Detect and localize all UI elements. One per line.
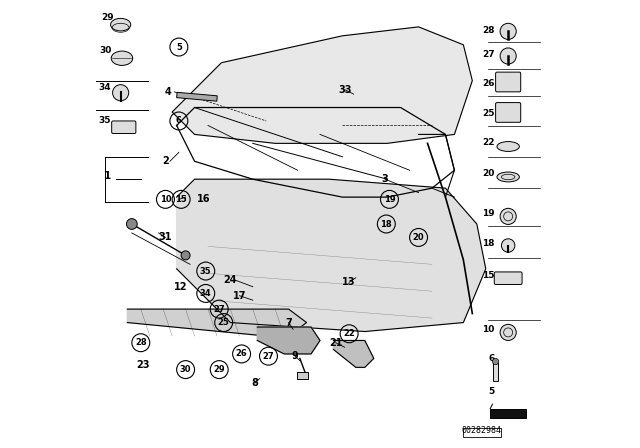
Text: 10: 10 [159,195,172,204]
Text: 25: 25 [482,109,495,118]
Text: 28: 28 [482,26,495,34]
Text: 5: 5 [176,43,182,52]
Text: 19: 19 [383,195,396,204]
Text: 16: 16 [196,194,211,204]
Text: 15: 15 [482,271,495,280]
FancyBboxPatch shape [494,272,522,284]
Bar [297,372,308,379]
Text: 26: 26 [482,79,495,88]
Text: 13: 13 [342,277,356,287]
Circle shape [127,219,137,229]
Polygon shape [257,327,320,354]
Polygon shape [177,179,486,332]
Text: 6: 6 [176,116,182,125]
Text: 22: 22 [482,138,495,146]
Text: 9: 9 [292,351,299,361]
FancyBboxPatch shape [495,72,521,92]
Ellipse shape [111,51,132,65]
Text: 27: 27 [262,352,275,361]
FancyBboxPatch shape [490,409,526,418]
Text: 17: 17 [232,291,246,301]
Text: 35: 35 [99,116,111,125]
Text: 15: 15 [175,195,187,204]
Text: 27: 27 [213,305,225,314]
FancyBboxPatch shape [495,103,521,122]
Ellipse shape [497,172,520,182]
Circle shape [500,208,516,224]
Text: 3: 3 [381,174,388,184]
Text: 19: 19 [482,209,495,218]
Text: 34: 34 [200,289,212,298]
Text: 21: 21 [329,338,342,348]
Text: 4: 4 [164,87,171,97]
Text: 28: 28 [135,338,147,347]
Polygon shape [333,340,374,367]
Text: 2: 2 [162,156,169,166]
Text: 20: 20 [483,169,495,178]
Text: 27: 27 [482,50,495,59]
Text: 24: 24 [223,275,237,285]
Text: 30: 30 [100,46,112,55]
Text: 00282984: 00282984 [461,426,501,435]
Circle shape [502,239,515,252]
Text: 34: 34 [99,82,111,91]
Polygon shape [127,309,307,336]
Text: 20: 20 [413,233,424,242]
Text: 12: 12 [174,282,188,292]
Circle shape [493,358,499,365]
Bar [493,363,498,381]
Text: 31: 31 [159,233,172,242]
Text: 8: 8 [252,378,259,388]
Text: 18: 18 [482,239,495,248]
Text: 7: 7 [285,318,292,327]
Circle shape [113,85,129,101]
Bar [177,92,217,101]
Text: 35: 35 [200,267,212,276]
Circle shape [500,48,516,64]
Circle shape [500,23,516,39]
Polygon shape [172,27,472,143]
Text: 22: 22 [343,329,355,338]
Text: 23: 23 [136,360,150,370]
Circle shape [500,324,516,340]
FancyBboxPatch shape [112,121,136,134]
Text: 25: 25 [218,318,230,327]
Text: 29: 29 [101,13,113,22]
Text: 6: 6 [488,353,495,362]
Text: 18: 18 [381,220,392,228]
Text: 33: 33 [338,85,351,95]
Circle shape [181,251,190,260]
Ellipse shape [497,142,520,151]
Text: 5: 5 [488,387,495,396]
Text: 1: 1 [104,171,111,181]
Text: 10: 10 [483,324,495,333]
Text: 30: 30 [180,365,191,374]
Text: 29: 29 [213,365,225,374]
Ellipse shape [111,18,131,31]
Text: 26: 26 [236,349,248,358]
